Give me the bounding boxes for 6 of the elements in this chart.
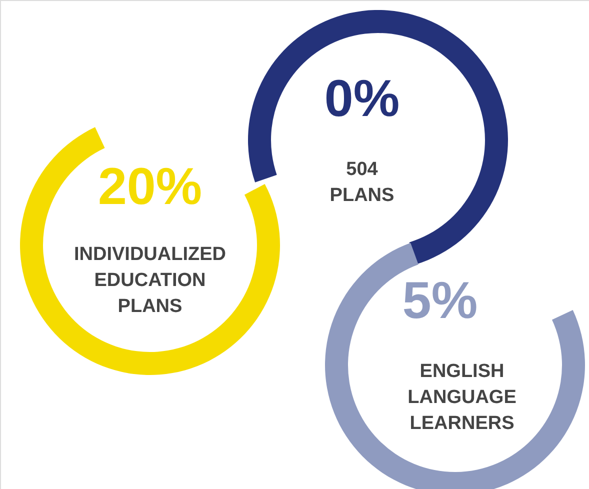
data-label: 5% [402, 272, 478, 330]
data-label: 0% [324, 70, 400, 128]
category-label: INDIVIDUALIZED EDUCATION PLANS [74, 244, 226, 317]
category-label: ENGLISH LANGUAGE LEARNERS [408, 361, 516, 434]
data-label: 20% [98, 158, 202, 216]
category-label: 504 PLANS [330, 159, 394, 206]
